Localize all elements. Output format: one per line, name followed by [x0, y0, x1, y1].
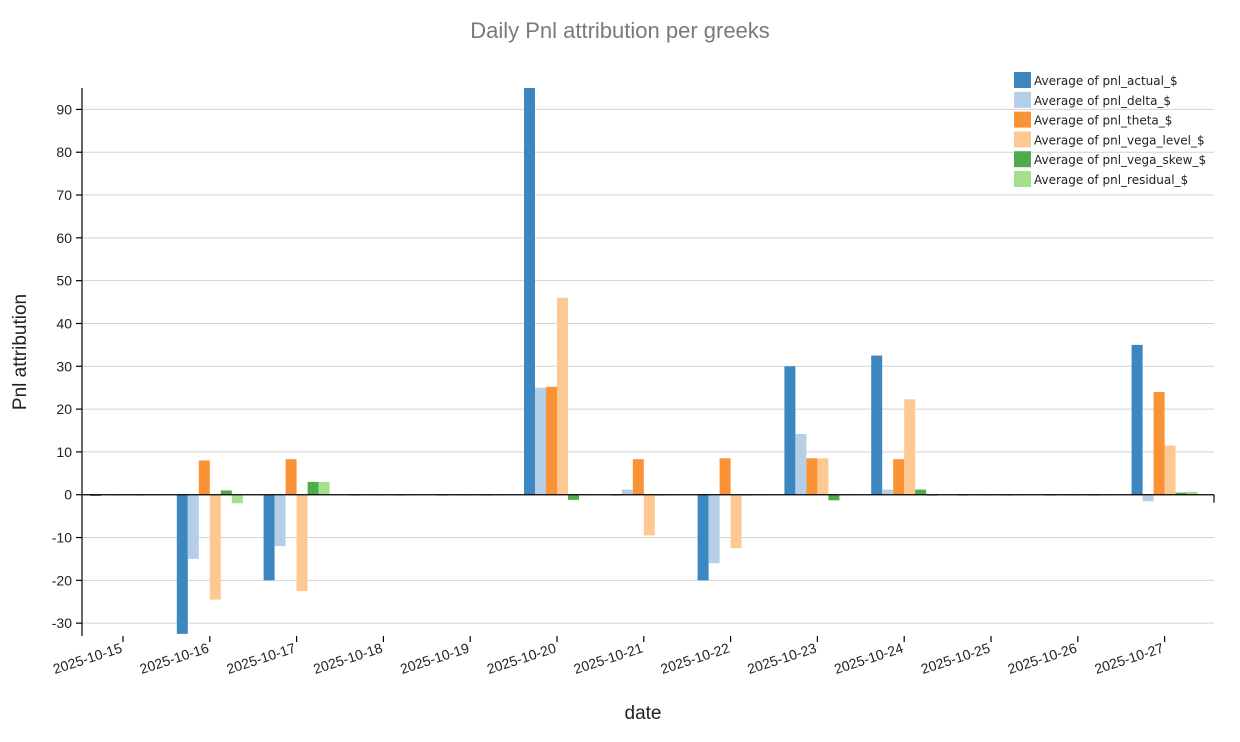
bar [1153, 391, 1165, 495]
y-tick-label: 10 [56, 444, 72, 460]
chart-title: Daily Pnl attribution per greeks [470, 18, 770, 43]
legend-swatch [1014, 72, 1031, 88]
bars-group [90, 88, 1198, 634]
bar [926, 494, 938, 497]
bar [817, 458, 829, 495]
bar [915, 489, 927, 495]
bar [176, 494, 188, 634]
bar [198, 460, 210, 495]
x-tick-labels: 2025-10-15 2025-10-16 2025-10-17 2025-10-18… [51, 640, 1166, 677]
legend-label: Average of pnl_vega_level_$ [1034, 133, 1205, 147]
bar [719, 458, 731, 495]
x-tick-label: 2025-10-19 [398, 640, 471, 677]
bar [828, 494, 840, 501]
legend-label: Average of pnl_residual_$ [1034, 173, 1188, 187]
x-tick-label: 2025-10-25 [919, 640, 992, 677]
bar [318, 481, 330, 495]
y-tick-label: 30 [56, 358, 72, 374]
bar [524, 88, 535, 495]
bar [632, 459, 644, 495]
bar [187, 494, 199, 559]
x-tick-label: 2025-10-23 [745, 640, 818, 677]
bar [546, 386, 557, 495]
bar [1142, 494, 1154, 502]
x-axis-title: date [625, 703, 662, 724]
y-tick-label: -10 [52, 530, 72, 546]
bar [263, 494, 275, 581]
bar [296, 494, 308, 592]
x-tick-label: 2025-10-15 [51, 640, 124, 677]
bar [1175, 492, 1187, 495]
x-tick-label: 2025-10-26 [1006, 640, 1079, 677]
y-axis-title: Pnl attribution [10, 294, 31, 410]
axes-group [76, 88, 1215, 642]
bar [274, 494, 286, 547]
y-tick-label: 0 [64, 487, 72, 503]
bar [871, 355, 883, 495]
legend-label: Average of pnl_vega_skew_$ [1034, 153, 1206, 167]
y-tick-label: 40 [56, 315, 72, 331]
bar [1164, 445, 1176, 495]
legend-label: Average of pnl_actual_$ [1034, 74, 1178, 88]
bar [1131, 344, 1143, 495]
x-tick-label: 2025-10-27 [1092, 640, 1165, 677]
bar [784, 366, 796, 495]
x-tick-label: 2025-10-24 [832, 640, 905, 677]
y-tick-label: -20 [52, 572, 72, 588]
x-tick-label: 2025-10-17 [224, 640, 297, 677]
bar [806, 458, 818, 495]
bar [307, 481, 319, 495]
x-tick-label: 2025-10-21 [572, 640, 645, 677]
bar [231, 494, 243, 504]
bar [730, 494, 742, 549]
legend-swatch [1014, 131, 1031, 148]
bar [220, 490, 232, 495]
legend-swatch [1014, 171, 1031, 187]
bar [90, 494, 101, 497]
bar [557, 297, 568, 495]
y-tick-label: -30 [52, 615, 72, 631]
legend-swatch [1014, 151, 1031, 168]
bar [621, 489, 633, 495]
legend-label: Average of pnl_theta_$ [1034, 114, 1172, 128]
y-tick-label: 90 [56, 101, 72, 117]
bar [904, 399, 916, 495]
bar [568, 494, 579, 500]
bar [535, 387, 546, 495]
y-tick-label: 50 [56, 273, 72, 289]
y-tick-label: 20 [56, 401, 72, 417]
x-tick-label: 2025-10-18 [311, 640, 384, 677]
bar [708, 494, 720, 564]
legend-label: Average of pnl_delta_$ [1034, 94, 1171, 108]
legend-swatch [1014, 91, 1031, 108]
bar [697, 494, 709, 581]
legend-swatch [1014, 111, 1031, 128]
bar [285, 459, 297, 495]
y-tick-labels: 90 80 70 60 50 40 30 20 10 0 -10 -20 -30 [52, 101, 72, 631]
bar [795, 433, 807, 495]
y-tick-label: 80 [56, 144, 72, 160]
y-tick-label: 60 [56, 230, 72, 246]
bar [882, 489, 894, 495]
x-tick-label: 2025-10-22 [658, 640, 731, 677]
y-tick-label: 70 [56, 187, 72, 203]
x-tick-label: 2025-10-16 [138, 640, 211, 677]
bar [643, 494, 655, 536]
bar [209, 494, 221, 600]
bar [1186, 491, 1198, 495]
x-tick-label: 2025-10-20 [485, 640, 558, 677]
bar [893, 459, 905, 495]
legend: Average of pnl_actual_$ Average of pnl_de… [1014, 72, 1206, 187]
